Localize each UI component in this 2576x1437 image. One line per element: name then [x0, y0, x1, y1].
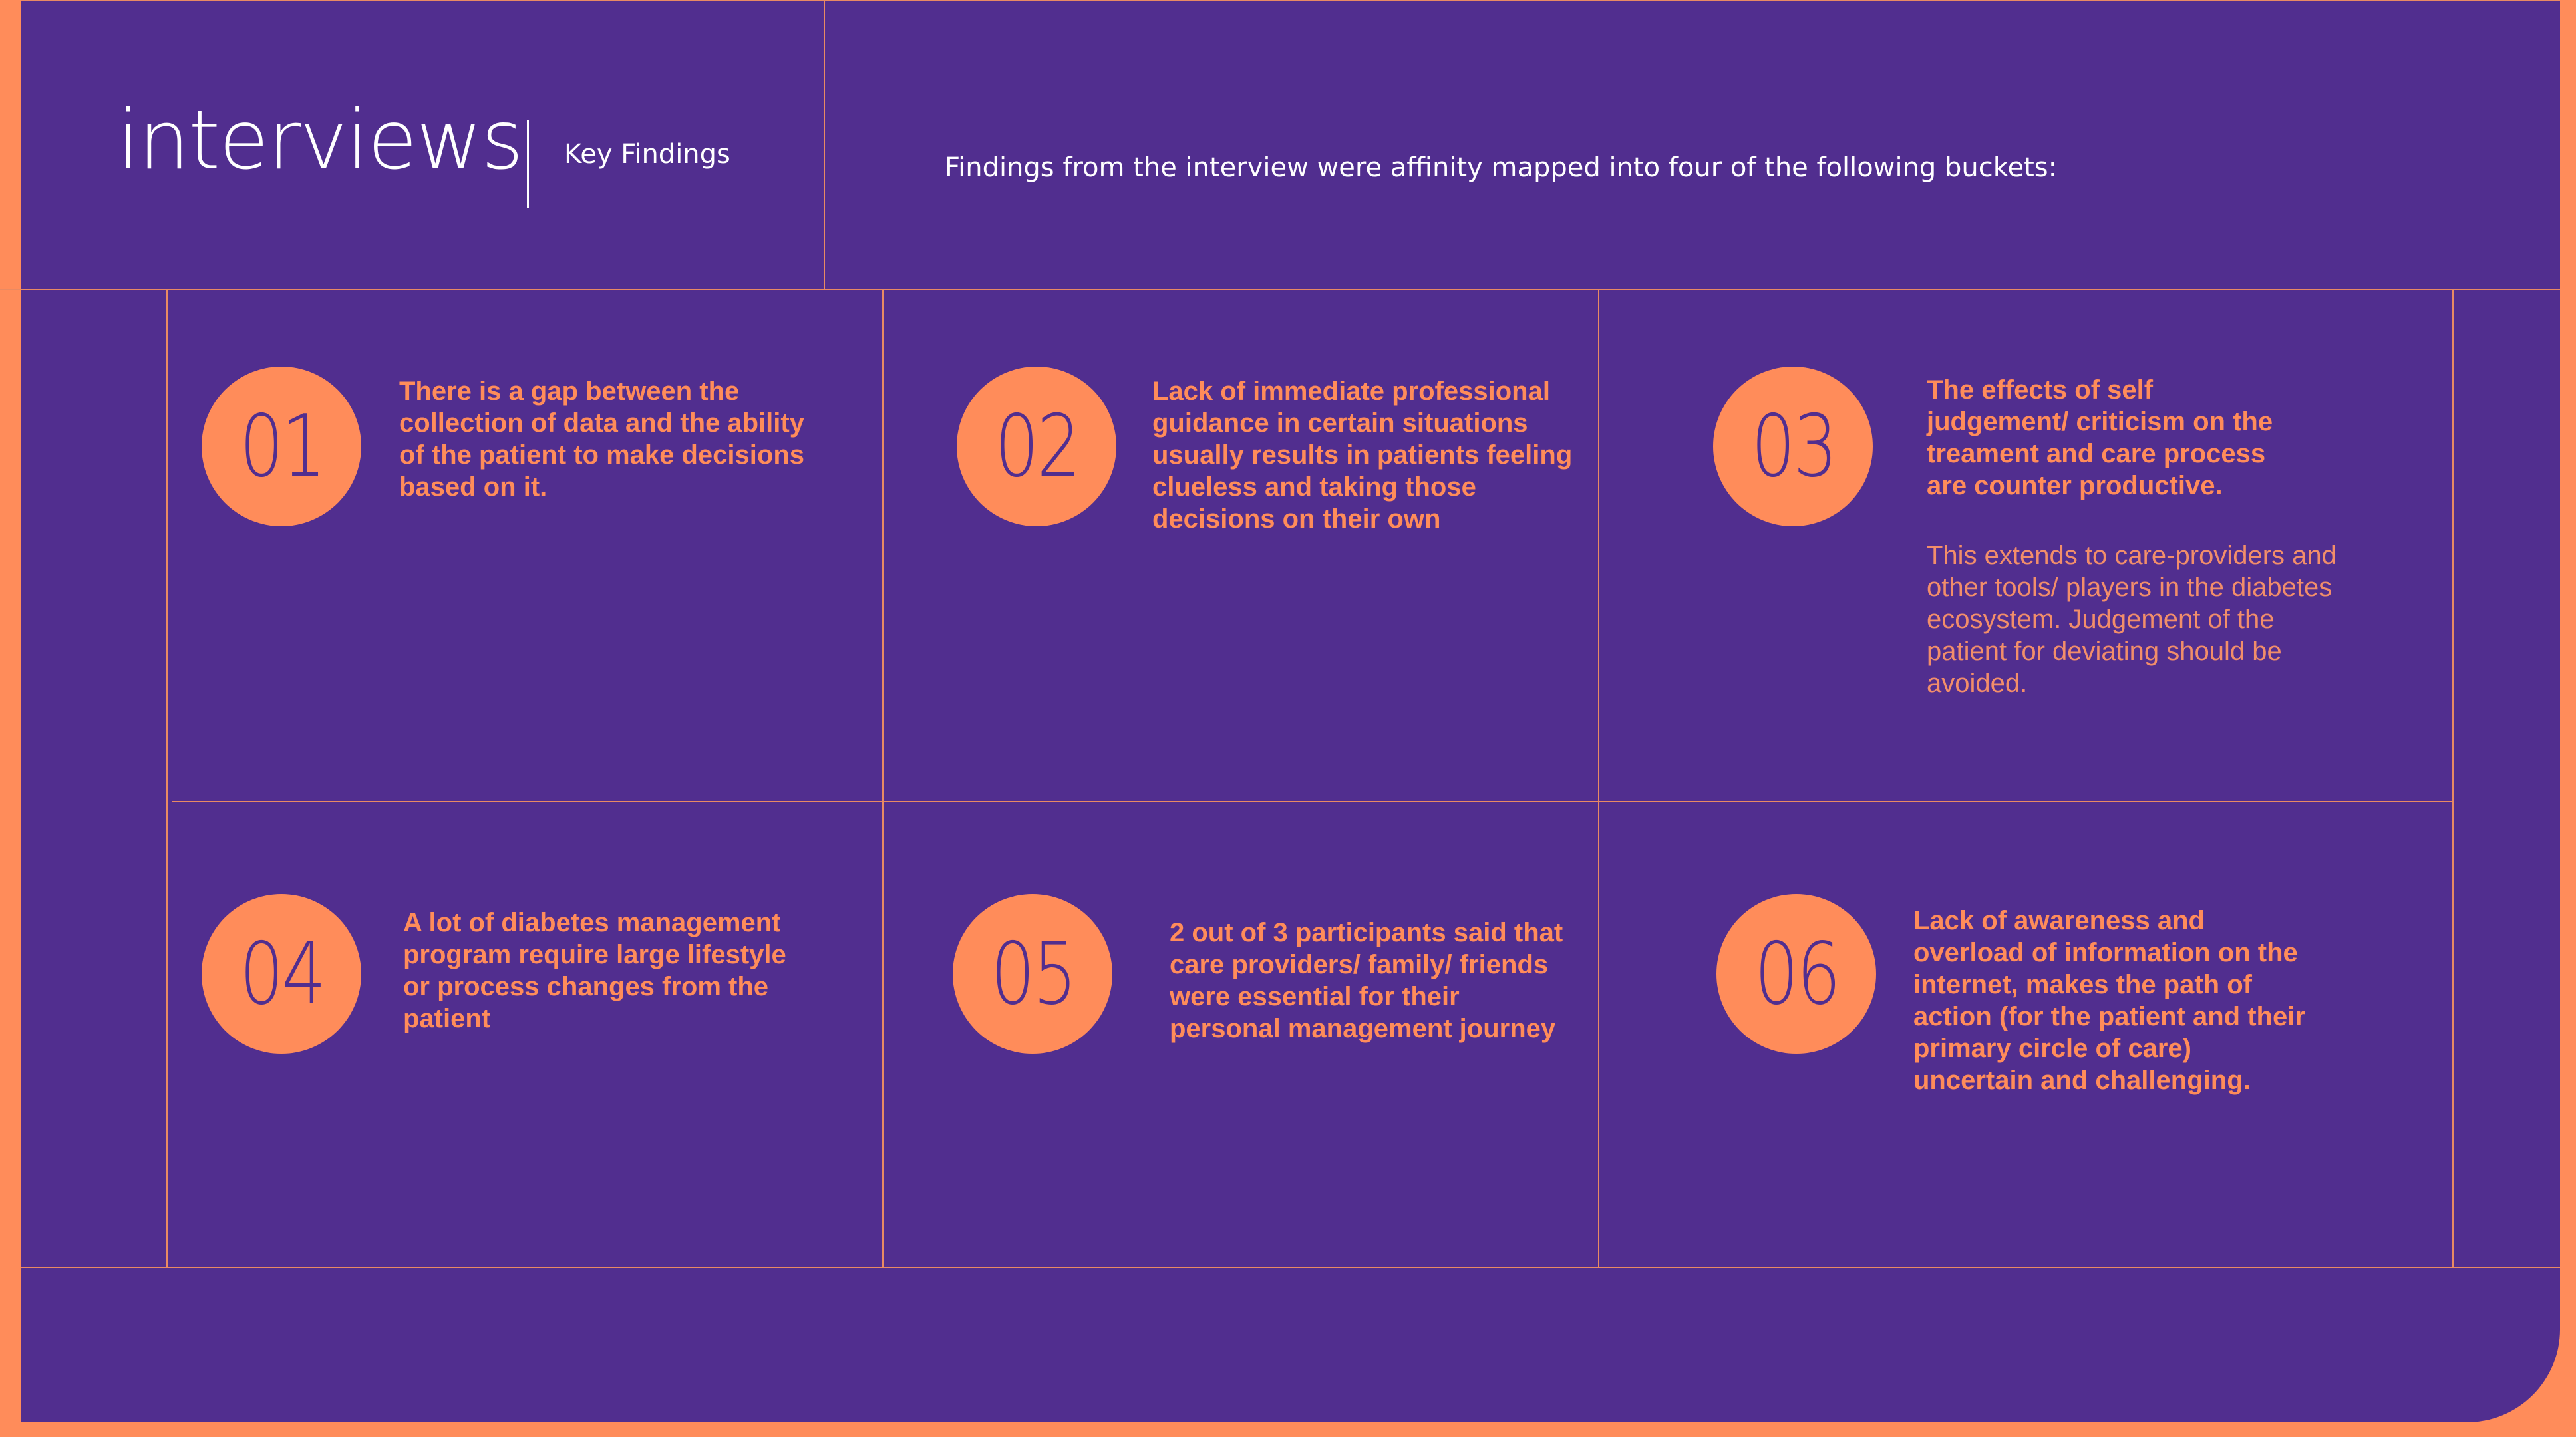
finding-number-badge: 01: [202, 367, 361, 526]
header-divider-vertical: [824, 0, 825, 290]
slide-panel: [21, 0, 2560, 1422]
grid-left-border: [166, 290, 168, 1268]
page-subtitle: Key Findings: [564, 139, 730, 170]
finding-text: Lack of immediate professional guidance …: [1152, 377, 1573, 534]
finding-text: There is a gap between the collection of…: [399, 377, 805, 502]
finding-number: 06: [1754, 924, 1841, 1024]
finding-number-badge: 06: [1716, 894, 1876, 1054]
finding-number: 01: [239, 397, 326, 496]
grid-right-border: [2452, 290, 2454, 1268]
finding-number: 04: [239, 924, 326, 1024]
finding-number-badge: 04: [202, 894, 361, 1054]
finding-text: 2 out of 3 participants said that care p…: [1170, 918, 1563, 1043]
title-divider: [527, 120, 529, 208]
intro-text: Findings from the interview were affinit…: [945, 152, 2058, 183]
finding-number-badge: 03: [1713, 367, 1873, 526]
finding-text: A lot of diabetes management program req…: [403, 908, 786, 1033]
finding-number: 02: [994, 397, 1081, 496]
page-title: interviews: [117, 93, 524, 188]
finding-text: Lack of awareness and overload of inform…: [1913, 906, 2305, 1095]
outer-top-border: [21, 0, 2560, 1]
grid-row-divider: [172, 801, 2454, 802]
grid-bottom-rule: [21, 1267, 2560, 1268]
header-bottom-rule: [0, 289, 2560, 290]
finding-text: The effects of self judgement/ criticism…: [1927, 375, 2273, 500]
finding-number-badge: 02: [957, 367, 1116, 526]
grid-col-divider-1: [882, 290, 884, 1268]
grid-col-divider-2: [1598, 290, 1599, 1268]
finding-number-badge: 05: [953, 894, 1112, 1054]
finding-note: This extends to care-providers and other…: [1927, 541, 2336, 698]
finding-number: 05: [990, 924, 1077, 1024]
finding-number: 03: [1750, 397, 1838, 496]
